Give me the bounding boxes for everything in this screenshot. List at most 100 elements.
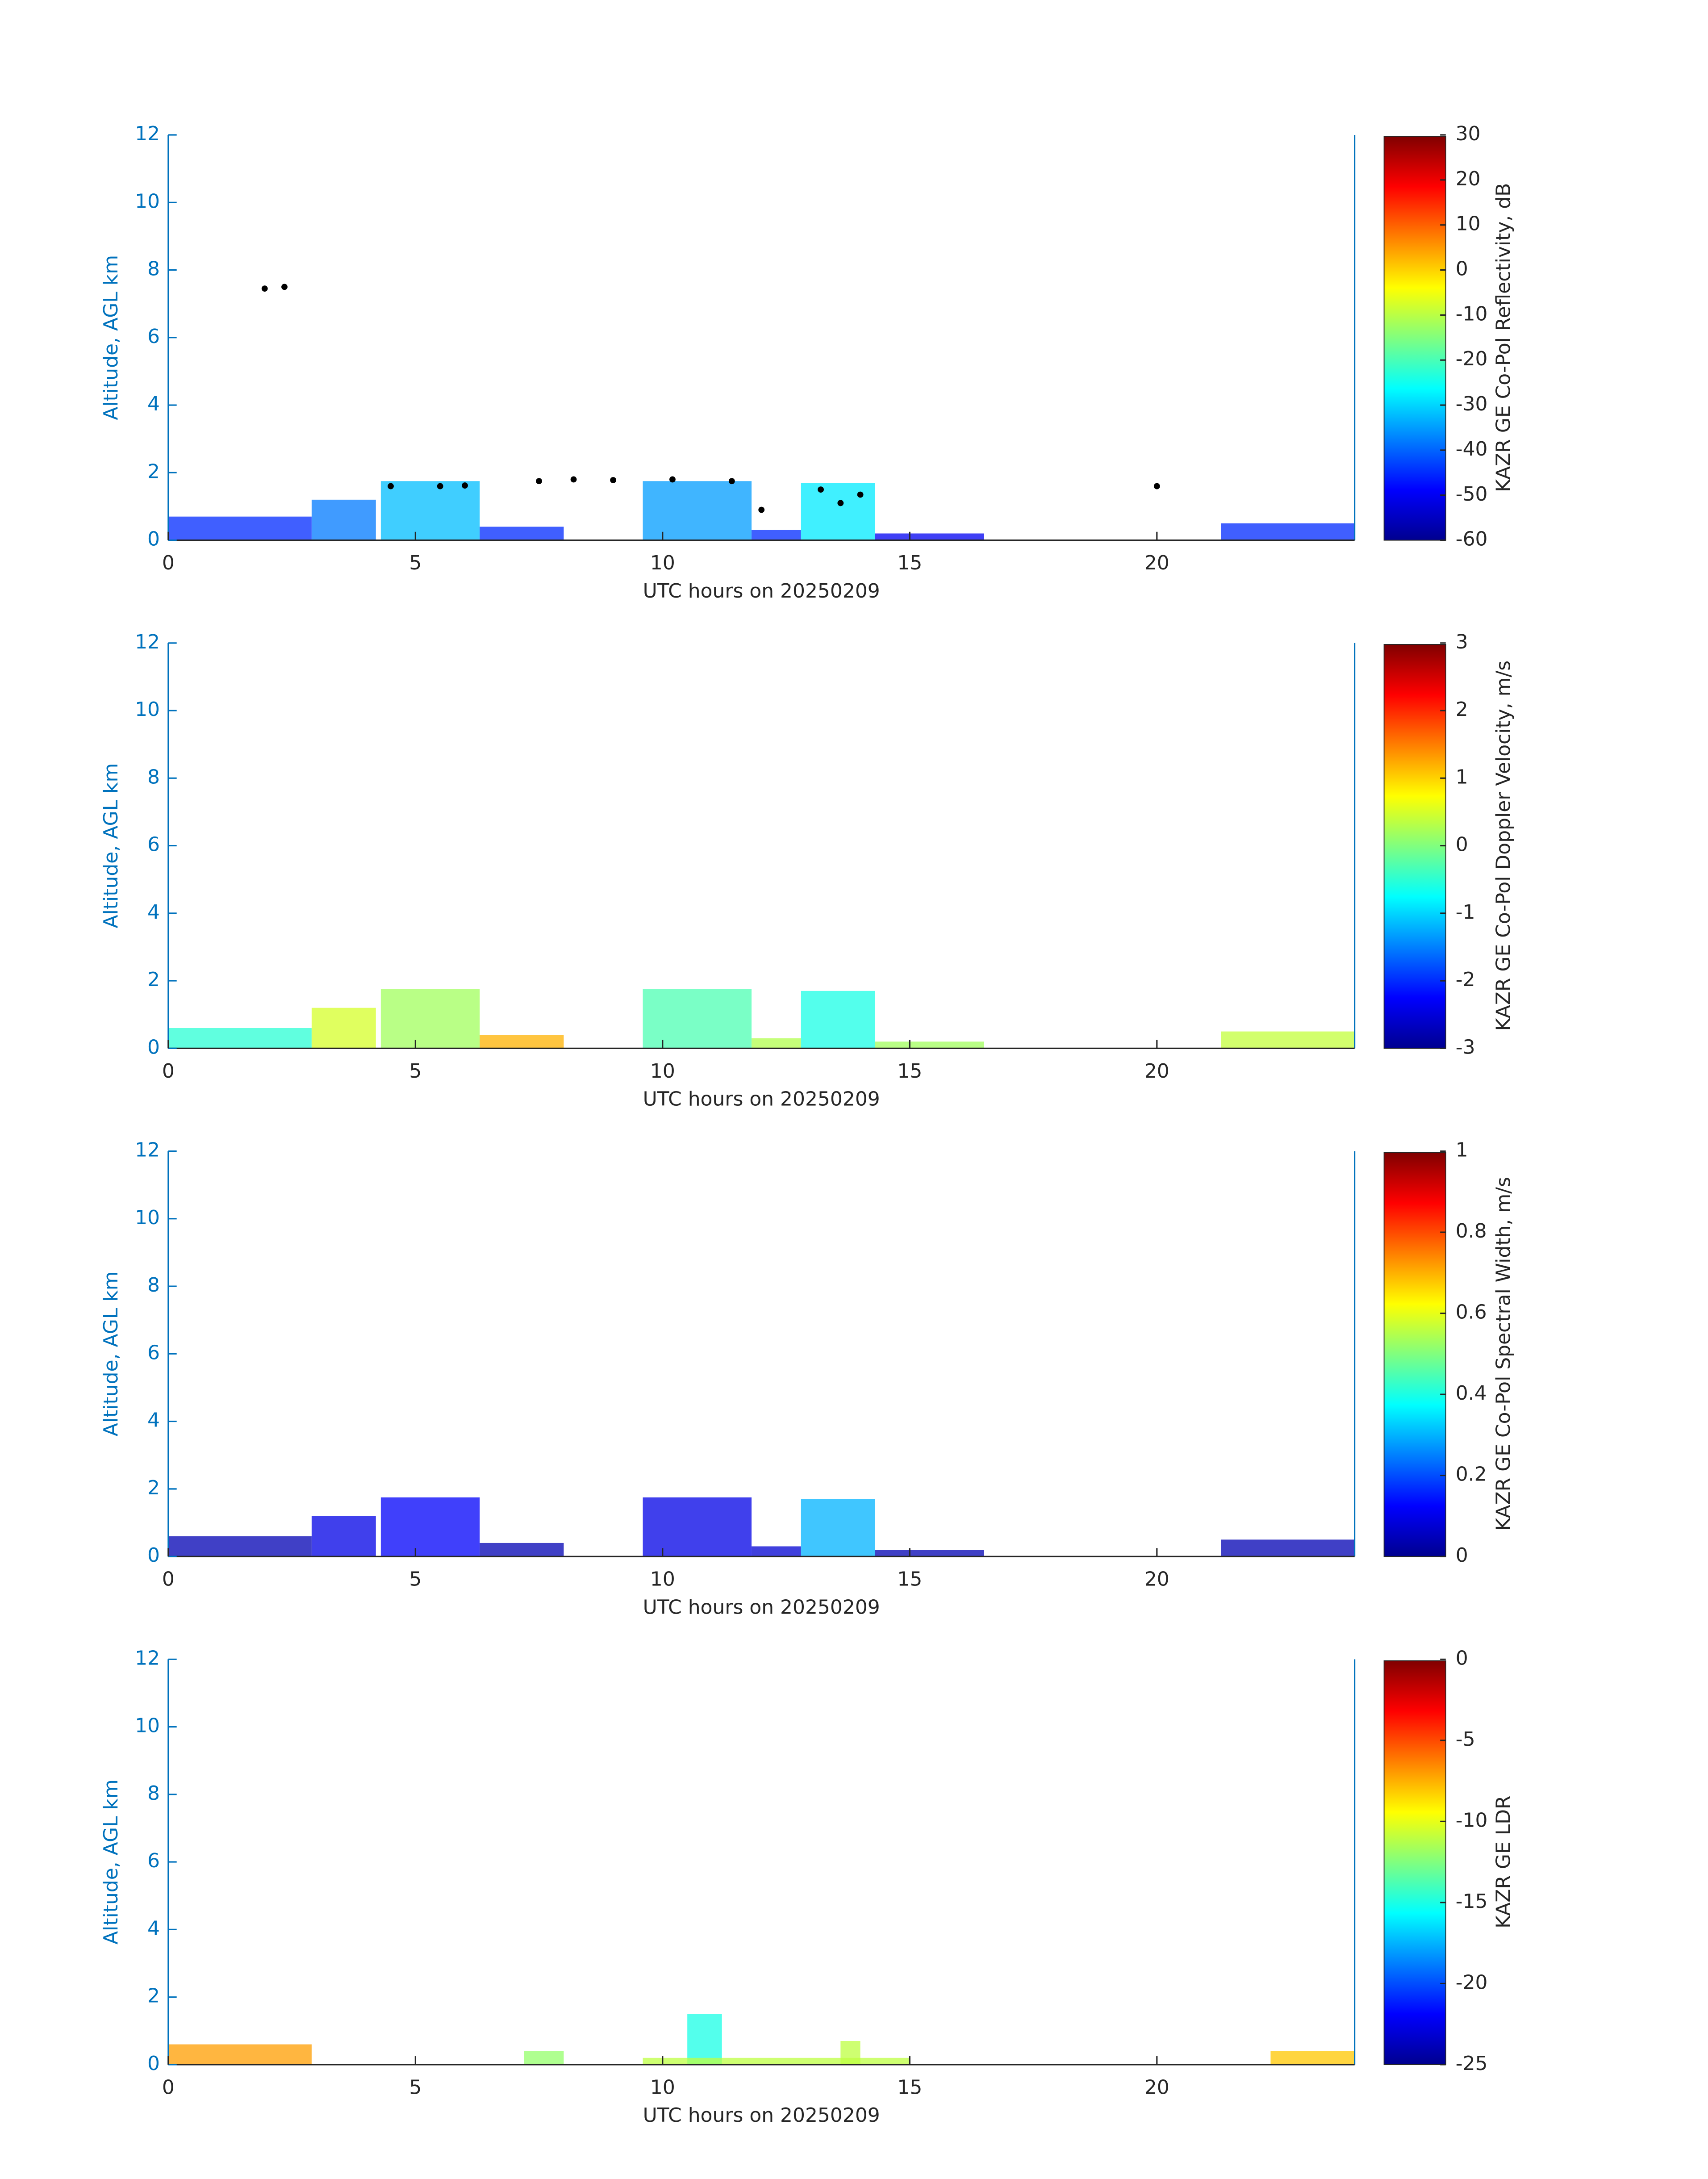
- colorbar-tick-label: 0.2: [1456, 1463, 1487, 1486]
- colorbar-tick-label: 0.6: [1456, 1301, 1487, 1324]
- y-axis-label: Altitude, AGL km: [100, 1271, 122, 1436]
- y-axis-label: Altitude, AGL km: [100, 1779, 122, 1945]
- y-tick-label: 0: [147, 2052, 160, 2075]
- y-tick-label: 6: [147, 1341, 160, 1364]
- x-tick-label: 15: [897, 1060, 922, 1083]
- cloud-base-point: [758, 506, 765, 513]
- echo: [643, 1497, 752, 1557]
- colorbar-tick-label: 20: [1456, 167, 1481, 190]
- y-tick-label: 12: [135, 1647, 160, 1669]
- cloud-base-point: [462, 482, 468, 489]
- y-tick-label: 4: [147, 393, 160, 415]
- y-tick-label: 0: [147, 1036, 160, 1058]
- x-tick-label: 10: [650, 1568, 675, 1591]
- y-axis-label: Altitude, AGL km: [100, 255, 122, 420]
- cloud-base-point: [857, 491, 864, 498]
- cloud-base-point: [281, 284, 288, 290]
- echo: [875, 1550, 984, 1557]
- colorbar-tick-label: 0.4: [1456, 1382, 1487, 1405]
- colorbar-tick-label: -10: [1456, 1809, 1488, 1832]
- x-tick-label: 15: [897, 1568, 922, 1591]
- echo: [380, 481, 480, 540]
- echo: [1221, 523, 1355, 540]
- y-tick-label: 12: [135, 631, 160, 653]
- x-tick-label: 0: [162, 2076, 175, 2099]
- colorbar-tick-label: -40: [1456, 438, 1488, 460]
- colorbar-tick-label: 0.8: [1456, 1220, 1487, 1242]
- y-tick-label: 12: [135, 1139, 160, 1162]
- x-tick-label: 15: [897, 2076, 922, 2099]
- echo: [524, 2051, 564, 2065]
- y-tick-label: 6: [147, 325, 160, 348]
- echo: [168, 1028, 312, 1049]
- y-tick-label: 2: [147, 460, 160, 483]
- cloud-base-point: [669, 476, 676, 483]
- x-axis-label: UTC hours on 20250209: [643, 2104, 880, 2127]
- cloud-base-point: [261, 285, 268, 292]
- cloud-base-point: [388, 483, 394, 489]
- colorbar-tick-label: -2: [1456, 968, 1475, 991]
- echo: [840, 2041, 860, 2065]
- y-axis-label: Altitude, AGL km: [100, 763, 122, 928]
- y-tick-label: 2: [147, 968, 160, 991]
- echo: [1270, 2051, 1355, 2065]
- echo: [168, 516, 312, 540]
- y-tick-label: 10: [135, 190, 160, 213]
- echo: [643, 481, 752, 540]
- echo: [752, 1546, 801, 1557]
- echo: [311, 499, 376, 540]
- x-axis-label: UTC hours on 20250209: [643, 580, 880, 602]
- colorbar-tick-label: 0: [1456, 1544, 1468, 1567]
- colorbar-label: KAZR GE LDR: [1492, 1795, 1515, 1928]
- colorbar-tick-label: -20: [1456, 1971, 1488, 1994]
- echo: [875, 533, 984, 540]
- colorbar-tick-label: -20: [1456, 347, 1488, 370]
- y-tick-label: 2: [147, 1476, 160, 1499]
- x-tick-label: 10: [650, 1060, 675, 1083]
- x-tick-label: 20: [1144, 1060, 1169, 1083]
- echo: [752, 1038, 801, 1049]
- y-tick-label: 4: [147, 901, 160, 924]
- colorbar-tick-label: -60: [1456, 528, 1488, 551]
- colorbar-label: KAZR GE Co-Pol Spectral Width, m/s: [1492, 1177, 1515, 1531]
- echo: [480, 1035, 564, 1049]
- colorbar-tick-label: 1: [1456, 1139, 1468, 1162]
- colorbar-label: KAZR GE Co-Pol Reflectivity, dB: [1492, 183, 1515, 492]
- echo: [480, 527, 564, 540]
- y-tick-label: 6: [147, 833, 160, 856]
- x-tick-label: 5: [409, 1060, 422, 1083]
- echo: [1221, 1031, 1355, 1049]
- y-tick-label: 8: [147, 1274, 160, 1297]
- x-axis-label: UTC hours on 20250209: [643, 1596, 880, 1619]
- echo: [643, 989, 752, 1049]
- colorbar-tick-label: 2: [1456, 698, 1468, 721]
- cloud-base-point: [818, 486, 824, 493]
- colorbar: [1383, 136, 1446, 541]
- echo: [311, 1008, 376, 1049]
- colorbar-tick-label: -50: [1456, 483, 1488, 506]
- colorbar-label: KAZR GE Co-Pol Doppler Velocity, m/s: [1492, 661, 1515, 1031]
- x-tick-label: 5: [409, 2076, 422, 2099]
- y-tick-label: 10: [135, 698, 160, 721]
- colorbar-tick-label: -3: [1456, 1036, 1475, 1058]
- colorbar-tick-label: 3: [1456, 631, 1468, 653]
- y-tick-label: 4: [147, 1409, 160, 1432]
- colorbar: [1383, 1660, 1446, 2065]
- echo: [643, 2058, 910, 2065]
- colorbar-tick-label: -10: [1456, 302, 1488, 325]
- y-tick-label: 4: [147, 1917, 160, 1940]
- x-tick-label: 20: [1144, 1568, 1169, 1591]
- colorbar-tick-label: -30: [1456, 393, 1488, 415]
- echo: [687, 2014, 722, 2065]
- y-tick-label: 6: [147, 1849, 160, 1872]
- colorbar-tick-label: -25: [1456, 2052, 1488, 2075]
- x-tick-label: 0: [162, 1568, 175, 1591]
- x-axis-label: UTC hours on 20250209: [643, 1088, 880, 1111]
- x-tick-label: 20: [1144, 2076, 1169, 2099]
- cloud-base-point: [837, 500, 844, 506]
- colorbar-tick-label: 0: [1456, 1647, 1468, 1669]
- echo: [480, 1543, 564, 1557]
- x-tick-label: 5: [409, 552, 422, 574]
- cloud-base-point: [1153, 483, 1160, 489]
